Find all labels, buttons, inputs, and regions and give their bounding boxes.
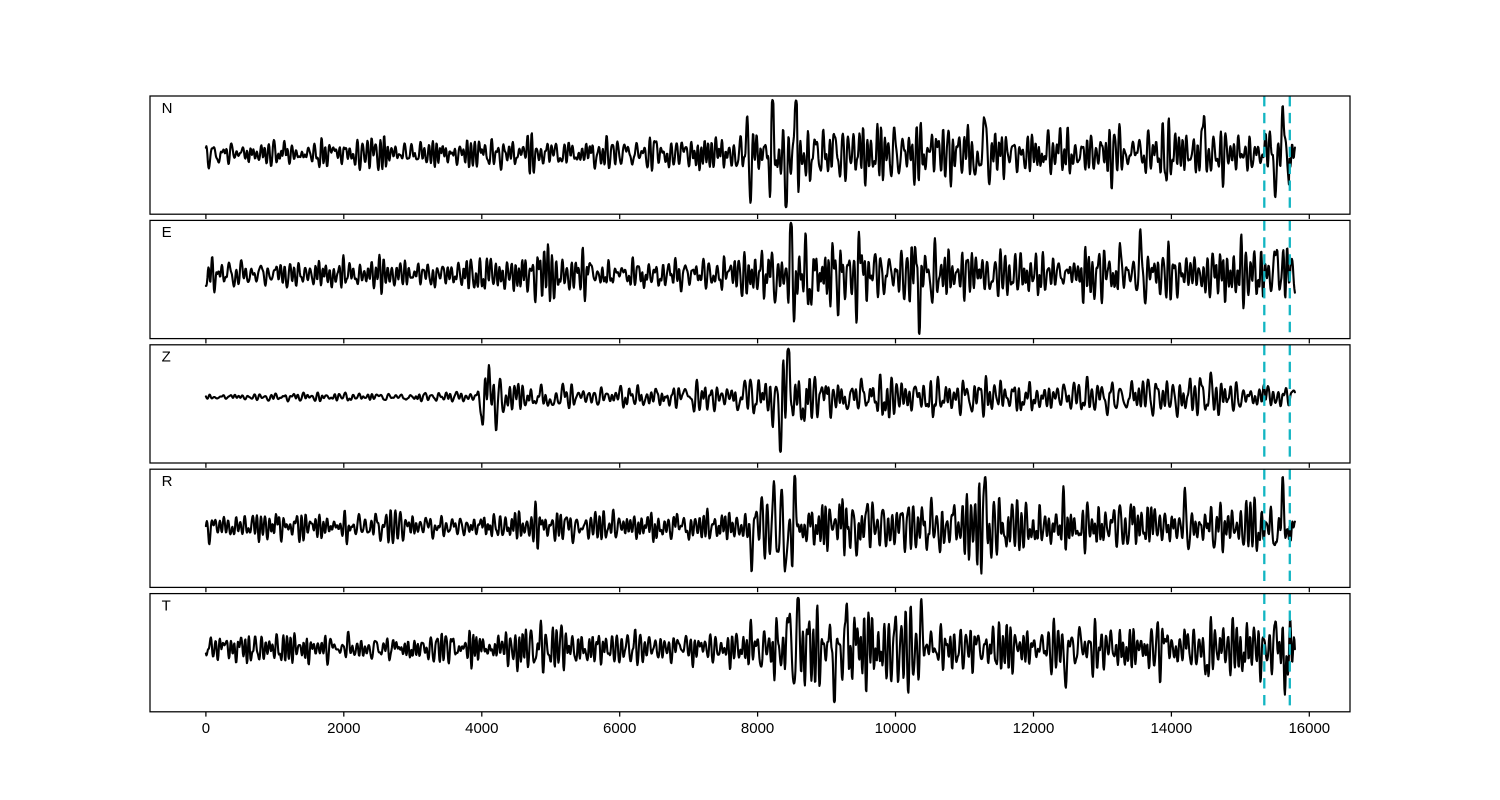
svg-text:Z: Z	[162, 349, 171, 366]
svg-text:E: E	[162, 224, 172, 241]
svg-text:2000: 2000	[327, 720, 360, 737]
svg-text:4000: 4000	[465, 720, 498, 737]
svg-text:T: T	[162, 597, 171, 614]
svg-text:6000: 6000	[603, 720, 636, 737]
svg-text:R: R	[162, 473, 173, 490]
svg-text:8000: 8000	[741, 720, 774, 737]
svg-text:N: N	[162, 100, 173, 117]
svg-text:12000: 12000	[1013, 720, 1055, 737]
svg-text:14000: 14000	[1151, 720, 1193, 737]
svg-text:16000: 16000	[1288, 720, 1330, 737]
svg-text:0: 0	[202, 720, 210, 737]
svg-text:10000: 10000	[875, 720, 917, 737]
